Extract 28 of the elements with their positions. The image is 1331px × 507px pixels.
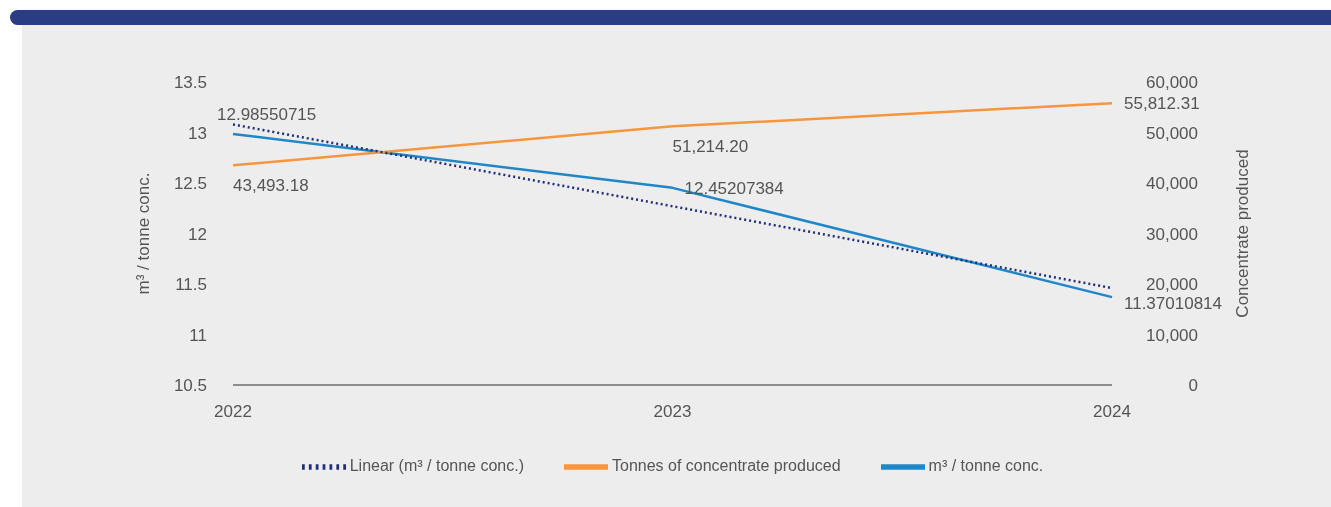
y2-tick-label: 30,000 <box>1146 224 1198 244</box>
data-label: 51,214.20 <box>672 137 749 157</box>
x-tick-label: 2023 <box>653 402 692 422</box>
y2-axis-title: Concentrate produced <box>1233 149 1253 318</box>
y-axis-title: m³ / tonne conc. <box>134 172 154 295</box>
y2-tick-label: 0 <box>1188 376 1198 396</box>
y-tick-label: 11 <box>189 325 207 345</box>
y-tick-label: 12.5 <box>173 174 207 194</box>
legend-label: Linear (m³ / tonne conc.) <box>349 457 524 475</box>
y-tick-label: 11.5 <box>175 275 207 295</box>
data-label: 55,812.31 <box>1124 94 1200 114</box>
y-tick-label: 13 <box>188 123 207 143</box>
legend-label: Tonnes of concentrate produced <box>611 457 841 475</box>
data-label: 12.98550715 <box>217 104 317 124</box>
data-label: 12.45207384 <box>684 178 784 198</box>
legend-label: m³ / tonne conc. <box>928 457 1044 475</box>
y2-tick-label: 40,000 <box>1146 174 1198 194</box>
y-tick-label: 13.5 <box>173 73 207 93</box>
data-label: 43,493.18 <box>233 176 309 196</box>
data-label: 11.37010814 <box>1124 294 1223 314</box>
y2-tick-label: 50,000 <box>1146 123 1198 143</box>
y2-tick-label: 10,000 <box>1146 325 1198 345</box>
x-tick-label: 2024 <box>1093 402 1131 422</box>
y2-tick-label: 20,000 <box>1146 275 1198 295</box>
y-tick-label: 12 <box>188 224 207 244</box>
x-tick-label: 2022 <box>214 402 252 422</box>
y2-tick-label: 60,000 <box>1146 73 1198 93</box>
y-tick-label: 10.5 <box>173 376 207 396</box>
